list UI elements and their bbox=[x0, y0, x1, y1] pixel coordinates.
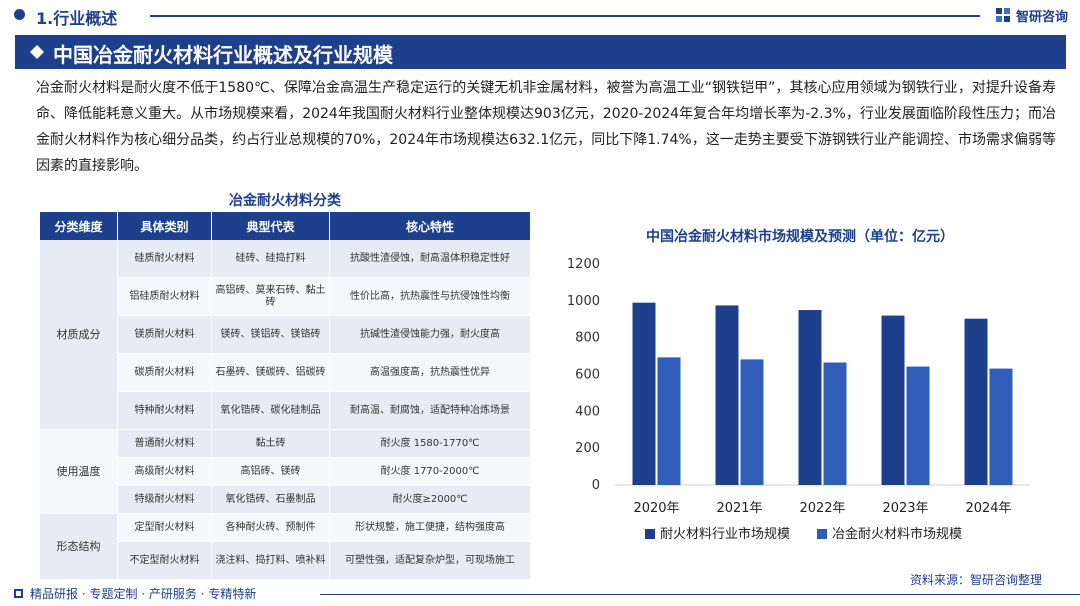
intro-paragraph: 冶金耐火材料是耐火度不低于1580℃、保障冶金高温生产稳定运行的关键无机非金属材… bbox=[36, 80, 1056, 174]
footer-square-icon bbox=[14, 589, 23, 598]
x-tick-label: 2024年 bbox=[965, 501, 1011, 516]
top-divider bbox=[150, 15, 980, 17]
example-cell: 高铝砖、莫来石砖、黏土砖 bbox=[212, 278, 330, 316]
table-row: 铝硅质耐火材料 高铝砖、莫来石砖、黏土砖 性价比高，抗热震性与抗侵蚀性均衡 bbox=[40, 278, 530, 316]
category-cell: 高级耐火材料 bbox=[118, 458, 212, 486]
bar bbox=[823, 362, 847, 485]
bar bbox=[740, 359, 764, 485]
legend-swatch bbox=[645, 529, 655, 539]
bar bbox=[632, 302, 656, 485]
table-row: 材质成分 硅质耐火材料 硅砖、硅捣打料 抗酸性渣侵蚀，耐高温体积稳定性好 bbox=[40, 240, 530, 430]
table-row: 镁质耐火材料 镁砖、镁铝砖、镁铬砖 抗碱性渣侵蚀能力强，耐火度高 bbox=[40, 316, 530, 354]
title-banner: 中国冶金耐火材料行业概述及行业规模 bbox=[15, 35, 1066, 69]
table-row: 特级耐火材料 氧化锆砖、石墨制品 耐火度≥2000℃ bbox=[40, 486, 530, 514]
brand-logo-icon bbox=[995, 8, 1010, 22]
legend-label: 耐火材料行业市场规模 bbox=[660, 526, 790, 542]
legend-swatch bbox=[817, 529, 827, 539]
table-row: 使用温度 普通耐火材料 黏土砖 耐火度 1580-1770℃ bbox=[40, 430, 530, 514]
y-tick-label: 1200 bbox=[567, 257, 600, 272]
category-cell: 特种耐火材料 bbox=[118, 392, 212, 430]
feature-cell: 抗酸性渣侵蚀，耐高温体积稳定性好 bbox=[330, 240, 530, 278]
example-cell: 各种耐火砖、预制件 bbox=[212, 514, 330, 542]
bar bbox=[964, 318, 988, 485]
feature-cell: 可塑性强，适配复杂炉型，可现场施工 bbox=[330, 542, 530, 580]
section-bullet-icon bbox=[14, 9, 25, 20]
y-tick-label: 1000 bbox=[567, 294, 600, 309]
table-header-row: 分类维度 具体类别 典型代表 核心特性 bbox=[40, 212, 530, 240]
y-tick-label: 200 bbox=[575, 441, 600, 456]
example-cell: 浇注料、捣打料、喷补料 bbox=[212, 542, 330, 580]
category-cell: 特级耐火材料 bbox=[118, 486, 212, 514]
table-header-cell: 典型代表 bbox=[212, 212, 330, 240]
category-cell: 镁质耐火材料 bbox=[118, 316, 212, 354]
brand: 智研咨询 bbox=[995, 6, 1068, 25]
bar bbox=[989, 368, 1013, 485]
legend-label: 冶金耐火材料市场规模 bbox=[832, 526, 962, 542]
group-cell: 材质成分 bbox=[40, 240, 118, 430]
y-tick-label: 400 bbox=[575, 404, 600, 419]
feature-cell: 耐高温、耐腐蚀，适配特种冶炼场景 bbox=[330, 392, 530, 430]
category-cell: 普通耐火材料 bbox=[118, 430, 212, 458]
feature-cell: 抗碱性渣侵蚀能力强，耐火度高 bbox=[330, 316, 530, 354]
table-row: 碳质耐火材料 石墨砖、镁碳砖、铝碳砖 高温强度高，抗热震性优异 bbox=[40, 354, 530, 392]
x-tick-label: 2020年 bbox=[633, 501, 679, 516]
table-row: 高级耐火材料 高铝砖、镁砖 耐火度 1770-2000℃ bbox=[40, 458, 530, 486]
section-title: 1.行业概述 bbox=[36, 9, 118, 28]
x-tick-label: 2022年 bbox=[799, 501, 845, 516]
y-tick-label: 600 bbox=[575, 368, 600, 383]
table-header-cell: 分类维度 bbox=[40, 212, 118, 240]
diamond-icon bbox=[30, 45, 44, 59]
table-row: 特种耐火材料 氧化锆砖、碳化硅制品 耐高温、耐腐蚀，适配特种冶炼场景 bbox=[40, 392, 530, 430]
table-header-cell: 核心特性 bbox=[330, 212, 530, 240]
group-cell: 使用温度 bbox=[40, 430, 118, 514]
x-tick-label: 2023年 bbox=[882, 501, 928, 516]
table-row: 不定型耐火材料 浇注料、捣打料、喷补料 可塑性强，适配复杂炉型，可现场施工 bbox=[40, 542, 530, 580]
example-cell: 石墨砖、镁碳砖、铝碳砖 bbox=[212, 354, 330, 392]
brand-name: 智研咨询 bbox=[1015, 9, 1068, 25]
bar bbox=[906, 366, 930, 485]
top-bar: 1.行业概述 智研咨询 bbox=[0, 0, 1080, 30]
feature-cell: 耐火度 1770-2000℃ bbox=[330, 458, 530, 486]
feature-cell: 高温强度高，抗热震性优异 bbox=[330, 354, 530, 392]
category-cell: 定型耐火材料 bbox=[118, 514, 212, 542]
example-cell: 硅砖、硅捣打料 bbox=[212, 240, 330, 278]
bar bbox=[715, 305, 739, 485]
example-cell: 高铝砖、镁砖 bbox=[212, 458, 330, 486]
table-row: 形态结构 定型耐火材料 各种耐火砖、预制件 形状规整，施工便捷，结构强度高 bbox=[40, 514, 530, 580]
table-header-cell: 具体类别 bbox=[118, 212, 212, 240]
footer: 精品研报 · 专题定制 · 产研服务 · 专精特新 bbox=[0, 582, 1080, 606]
bar bbox=[798, 310, 822, 485]
table-title: 冶金耐火材料分类 bbox=[229, 193, 341, 209]
bar bbox=[881, 315, 905, 485]
bar bbox=[657, 357, 681, 485]
category-cell: 硅质耐火材料 bbox=[118, 240, 212, 278]
feature-cell: 耐火度 1580-1770℃ bbox=[330, 430, 530, 458]
footer-divider bbox=[320, 594, 1080, 595]
category-cell: 铝硅质耐火材料 bbox=[118, 278, 212, 316]
y-tick-label: 0 bbox=[592, 478, 600, 493]
footer-tagline: 精品研报 · 专题定制 · 产研服务 · 专精特新 bbox=[30, 587, 257, 601]
x-tick-label: 2021年 bbox=[716, 501, 762, 516]
category-cell: 不定型耐火材料 bbox=[118, 542, 212, 580]
source-note: 资料来源：智研咨询整理 bbox=[909, 573, 1042, 587]
y-tick-label: 800 bbox=[575, 331, 600, 346]
example-cell: 氧化锆砖、石墨制品 bbox=[212, 486, 330, 514]
feature-cell: 性价比高，抗热震性与抗侵蚀性均衡 bbox=[330, 278, 530, 316]
market-size-bar-chart: 0 200 400 600 800 1000 1200 2020年 2021年 2022年 2023… bbox=[567, 257, 1030, 542]
example-cell: 黏土砖 bbox=[212, 430, 330, 458]
feature-cell: 耐火度≥2000℃ bbox=[330, 486, 530, 514]
example-cell: 镁砖、镁铝砖、镁铬砖 bbox=[212, 316, 330, 354]
feature-cell: 形状规整，施工便捷，结构强度高 bbox=[330, 514, 530, 542]
chart-title: 中国冶金耐火材料市场规模及预测（单位：亿元） bbox=[646, 229, 954, 245]
category-cell: 碳质耐火材料 bbox=[118, 354, 212, 392]
page-title: 中国冶金耐火材料行业概述及行业规模 bbox=[53, 43, 393, 67]
example-cell: 氧化锆砖、碳化硅制品 bbox=[212, 392, 330, 430]
classification-table: 分类维度 具体类别 典型代表 核心特性 材质成分 硅质耐火材料 硅砖、硅捣打料 … bbox=[40, 212, 530, 580]
group-cell: 形态结构 bbox=[40, 514, 118, 580]
